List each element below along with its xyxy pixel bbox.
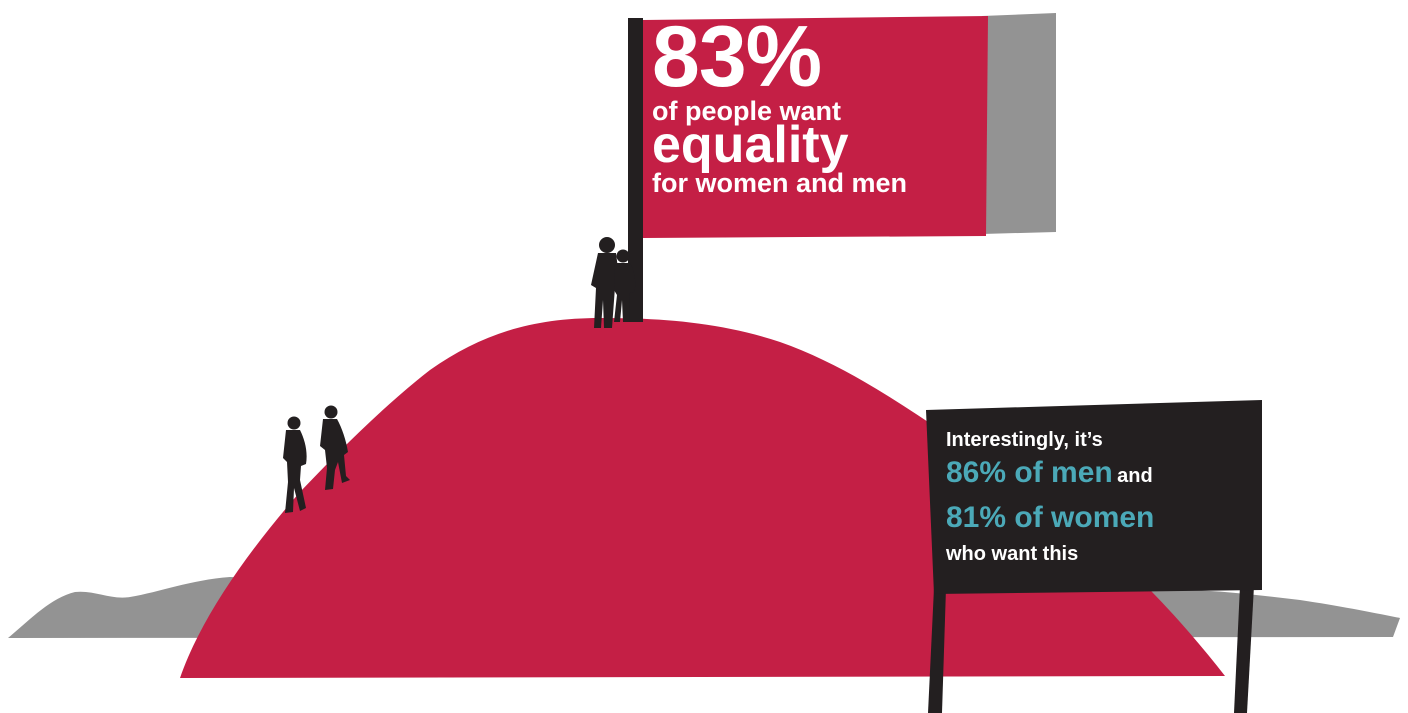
sign-message: Interestingly, it’s 86% of men and 81% o… bbox=[946, 427, 1246, 565]
climbing-people-silhouette-icon bbox=[283, 405, 350, 513]
flag-line-1: of people want bbox=[652, 96, 841, 126]
flag-message: 83% of people want equality for women an… bbox=[652, 9, 982, 198]
sign-outro: who want this bbox=[946, 543, 1079, 565]
sign-conjunction: and bbox=[1117, 465, 1153, 487]
sign-men-line: 86% of men and bbox=[946, 453, 1246, 498]
sign-women-line: 81% of women bbox=[946, 498, 1246, 543]
flag-pole bbox=[628, 18, 643, 322]
flag-banner bbox=[643, 16, 988, 238]
flag-line-3: for women and men bbox=[652, 168, 908, 198]
sign-leg-right bbox=[1234, 586, 1254, 713]
sign-leg-left bbox=[928, 588, 946, 713]
couple-silhouette-icon bbox=[591, 237, 636, 328]
sign-stat-women: 81% of women bbox=[946, 501, 1155, 534]
sign-intro: Interestingly, it’s bbox=[946, 429, 1103, 451]
sign-stat-men: 86% of men bbox=[946, 456, 1113, 489]
flag-line-2: equality bbox=[652, 116, 849, 174]
flag-shadow bbox=[982, 13, 1056, 234]
sign-board bbox=[926, 400, 1262, 594]
flag-percent: 83% bbox=[652, 9, 822, 105]
